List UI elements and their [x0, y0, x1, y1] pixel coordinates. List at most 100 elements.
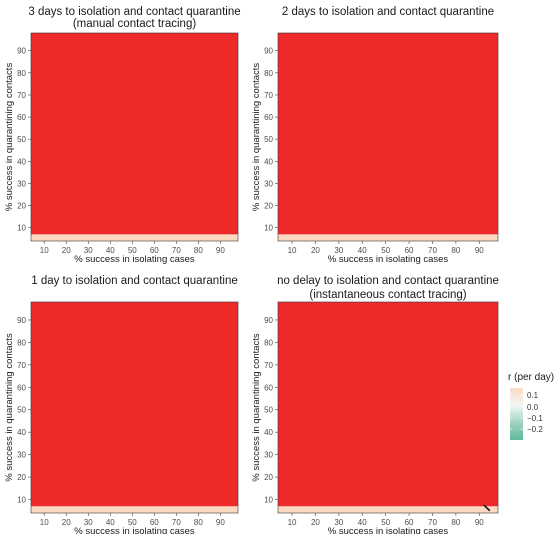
x-tick-label: 70: [172, 518, 181, 527]
panel-border: [30, 301, 239, 514]
x-tick-label: 80: [451, 518, 460, 527]
y-tick-label: 10: [17, 224, 26, 233]
y-tick-label: 90: [264, 316, 273, 325]
y-axis-label: % success in quarantining contacts: [251, 333, 262, 482]
y-tick-label: 80: [17, 69, 26, 78]
x-tick-label: 20: [311, 518, 320, 527]
panel-border: [30, 32, 239, 242]
y-tick-label: 10: [264, 224, 273, 233]
legend-title: r (per day): [508, 372, 554, 383]
legend-label: −0.2: [527, 425, 543, 434]
heat-band-2: [31, 33, 238, 235]
legend-label: 0.1: [527, 391, 539, 400]
y-tick-label: 40: [17, 157, 26, 166]
y-tick-label: 30: [17, 179, 26, 188]
y-tick-label: 70: [264, 91, 273, 100]
y-axis-label: % success in quarantining contacts: [4, 63, 15, 212]
y-tick-label: 70: [17, 361, 26, 370]
y-tick-label: 40: [17, 428, 26, 437]
y-tick-label: 50: [17, 406, 26, 415]
heat-band-2: [278, 302, 498, 507]
x-tick-label: 60: [150, 518, 159, 527]
x-tick-label: 70: [428, 518, 437, 527]
x-tick-label: 40: [358, 246, 367, 255]
x-tick-label: 90: [216, 246, 225, 255]
x-tick-label: 30: [84, 246, 93, 255]
x-tick-label: 40: [106, 518, 115, 527]
y-axis-label: % success in quarantining contacts: [4, 333, 15, 482]
y-tick-label: 30: [264, 179, 273, 188]
y-tick-label: 40: [264, 157, 273, 166]
x-tick-label: 50: [128, 246, 137, 255]
panel-border: [277, 301, 499, 514]
y-axis-label: % success in quarantining contacts: [251, 63, 262, 212]
y-tick-label: 50: [264, 135, 273, 144]
y-tick-label: 80: [264, 338, 273, 347]
x-tick-label: 20: [311, 246, 320, 255]
heat-band-1: [31, 506, 238, 513]
heat-band-2: [31, 302, 238, 507]
panel-2: 10 20 30 40 50 60 70 80 90 10 20 30 40 50 60 70 80 90 2 da…: [251, 6, 499, 265]
panel-title: 2 days to isolation and contact quaranti…: [282, 6, 494, 18]
x-tick-label: 30: [334, 518, 343, 527]
y-tick-label: 60: [264, 383, 273, 392]
y-tick-label: 20: [264, 202, 273, 211]
x-tick-label: 90: [216, 518, 225, 527]
x-tick-label: 90: [475, 246, 484, 255]
x-axis-label: % success in isolating cases: [74, 254, 195, 265]
y-tick-label: 80: [264, 69, 273, 78]
x-tick-label: 40: [106, 246, 115, 255]
x-tick-label: 30: [84, 518, 93, 527]
x-tick-label: 20: [62, 246, 71, 255]
x-tick-label: 60: [405, 518, 414, 527]
legend-label: 0.0: [527, 403, 539, 412]
x-tick-label: 50: [381, 246, 390, 255]
x-tick-label: 60: [405, 246, 414, 255]
x-tick-label: 70: [172, 246, 181, 255]
x-tick-label: 10: [40, 518, 49, 527]
legend-colorbar: [510, 388, 523, 440]
y-tick-label: 70: [17, 91, 26, 100]
panel-4: 10 20 30 40 50 60 70 80 90 10 20 30 40 50 60 70 80 90 no d…: [251, 275, 499, 534]
y-tick-label: 80: [17, 338, 26, 347]
y-tick-label: 90: [264, 47, 273, 56]
panel-title: 1 day to isolation and contact quarantin…: [31, 275, 238, 287]
panel-subtitle: (manual contact tracing): [73, 18, 197, 30]
y-tick-label: 50: [264, 406, 273, 415]
panel-title: 3 days to isolation and contact quaranti…: [28, 6, 240, 18]
x-axis-label: % success in isolating cases: [74, 526, 195, 534]
heat-band-1: [278, 234, 498, 241]
y-tick-label: 20: [264, 473, 273, 482]
x-tick-label: 70: [428, 246, 437, 255]
heat-band-1: [31, 234, 238, 241]
y-tick-label: 10: [264, 496, 273, 505]
x-axis-label: % success in isolating cases: [328, 526, 449, 534]
x-tick-label: 10: [288, 246, 297, 255]
x-tick-label: 10: [40, 246, 49, 255]
x-tick-label: 50: [381, 518, 390, 527]
panel-1: 10 20 30 40 50 60 70 80 90 10 20 30 40 50 60 70 80 90 3 da…: [4, 6, 241, 265]
panel-title: no delay to isolation and contact quaran…: [277, 275, 499, 287]
panel-subtitle: (instantaneous contact tracing): [309, 289, 466, 301]
contour-line: [483, 504, 491, 512]
legend: r (per day) 0.1 0.0 −0.1 −0.2: [508, 372, 554, 440]
x-tick-label: 10: [288, 518, 297, 527]
y-tick-label: 60: [17, 113, 26, 122]
x-tick-label: 50: [128, 518, 137, 527]
y-tick-label: 10: [17, 496, 26, 505]
y-tick-label: 70: [264, 361, 273, 370]
y-tick-label: 20: [17, 473, 26, 482]
x-tick-label: 60: [150, 246, 159, 255]
heat-band-2: [278, 33, 498, 235]
x-tick-label: 80: [194, 246, 203, 255]
x-axis-label: % success in isolating cases: [328, 254, 449, 265]
y-tick-label: 50: [17, 135, 26, 144]
y-tick-label: 20: [17, 202, 26, 211]
y-tick-label: 30: [17, 451, 26, 460]
legend-label: −0.1: [527, 414, 543, 423]
x-tick-label: 80: [451, 246, 460, 255]
y-tick-label: 60: [264, 113, 273, 122]
heat-band-1: [278, 506, 498, 513]
x-tick-label: 20: [62, 518, 71, 527]
